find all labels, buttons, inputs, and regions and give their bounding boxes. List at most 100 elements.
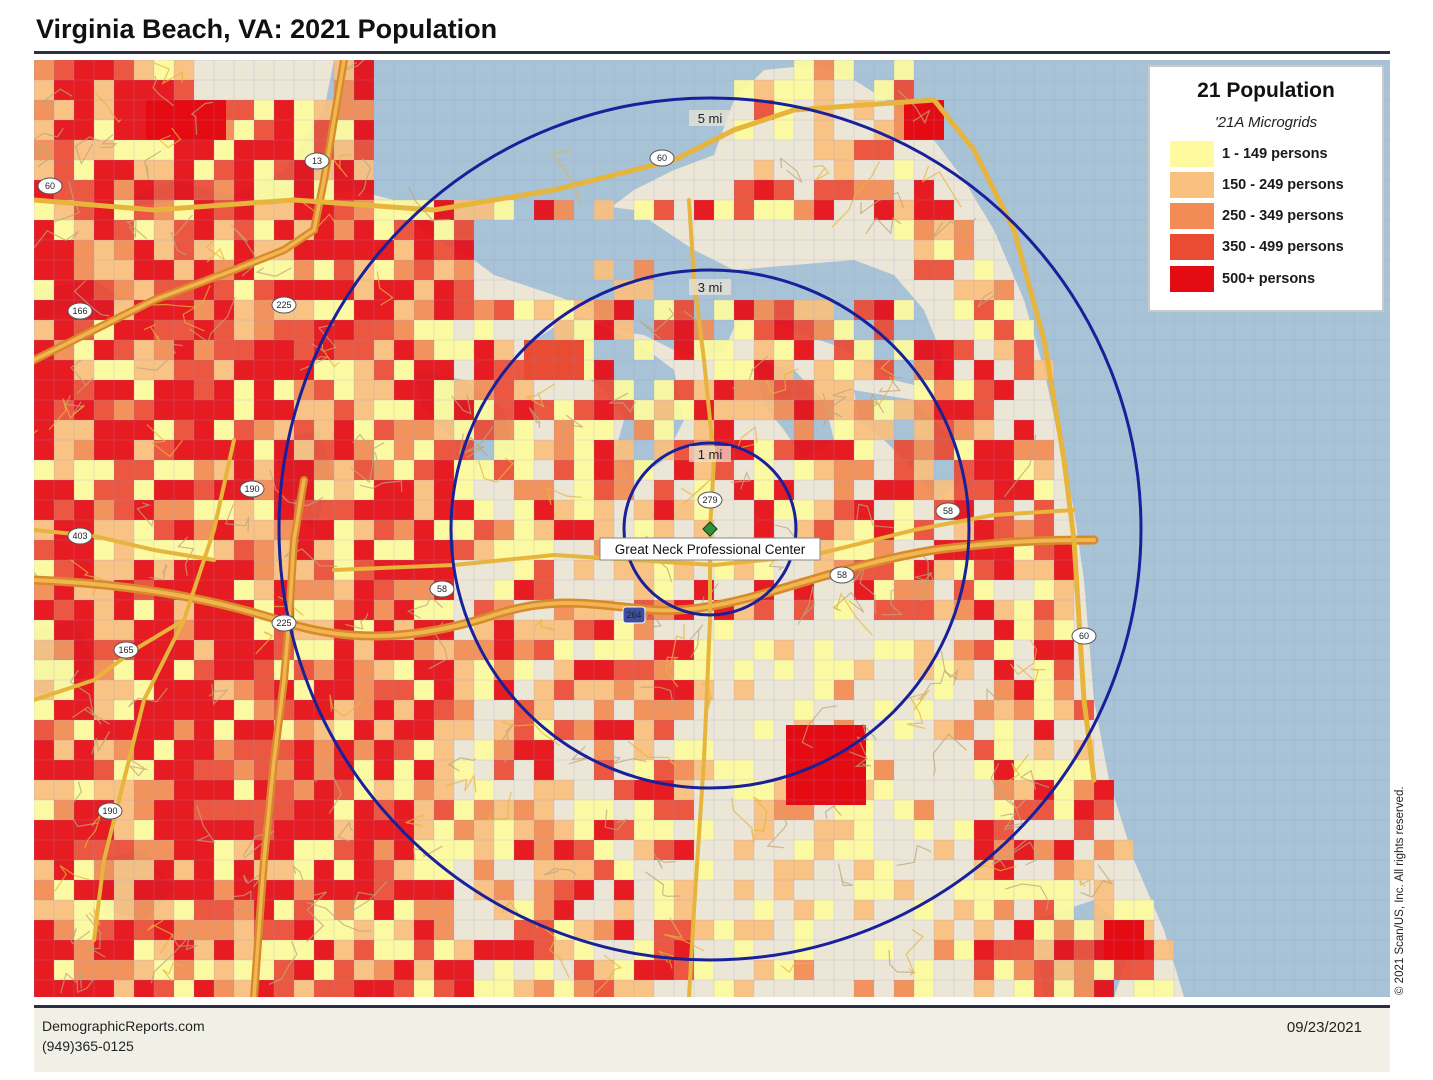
local-road [169,214,193,256]
microgrid-cell [674,760,694,780]
microgrid-cell [154,480,174,500]
microgrid-cell [34,960,54,980]
center-label-text: Great Neck Professional Center [615,542,806,557]
microgrid-cell [74,400,94,420]
microgrid-cell [434,960,454,980]
microgrid-cell [94,280,114,300]
microgrid-cell [74,800,94,820]
microgrid-cell [594,720,614,740]
microgrid-cell [414,260,434,280]
microgrid-cell [1034,720,1054,740]
microgrid-cell [374,260,394,280]
microgrid-cell [374,600,394,620]
local-road [639,307,675,339]
microgrid-cell [274,380,294,400]
microgrid-cell [354,400,374,420]
microgrid-cell [734,780,754,800]
microgrid-cell [254,680,274,700]
microgrid-cell [274,440,294,460]
microgrid-cell [474,300,494,320]
microgrid-cell [634,840,654,860]
microgrid-cell [314,680,334,700]
microgrid-cell [114,700,134,720]
microgrid-cell [514,460,534,480]
microgrid-cell [234,500,254,520]
microgrid-cell [94,540,114,560]
local-road [910,554,929,601]
microgrid-cell [194,480,214,500]
microgrid-cell [594,700,614,720]
local-road [1079,878,1091,896]
microgrid-cell [1054,940,1074,960]
microgrid-cell [594,360,614,380]
route-shield-icon: 13 [304,152,330,170]
microgrid-cell [794,700,814,720]
microgrid-cell [54,940,74,960]
microgrid-cell [674,340,694,360]
microgrid-cell [574,720,594,740]
microgrid-cell [634,960,654,980]
microgrid-cell [114,380,134,400]
microgrid-cell [1054,900,1074,920]
microgrid-cell [534,580,554,600]
local-road [921,165,962,208]
microgrid-cell [194,220,214,240]
local-road [500,724,514,763]
local-road [314,761,343,814]
microgrid-cell [934,440,954,460]
local-road [865,217,902,235]
microgrid-cell [1034,680,1054,700]
microgrid-cell [434,640,454,660]
microgrid-cell [214,920,234,940]
microgrid-cell [894,580,914,600]
local-road [730,798,755,844]
microgrid-cell [714,300,734,320]
microgrid-cell [454,960,474,980]
legend-label: 500+ persons [1222,271,1316,287]
microgrid-cell [354,440,374,460]
microgrid-cell [934,200,954,220]
microgrid-cell [494,340,514,360]
microgrid-cell [734,920,754,940]
microgrid-cell [394,680,414,700]
microgrid-cell [834,180,854,200]
microgrid-cell [514,480,534,500]
microgrid-cell [854,660,874,680]
microgrid-cell [894,400,914,420]
microgrid-cell [554,520,574,540]
microgrid-cell [814,460,834,480]
microgrid-cell [734,880,754,900]
microgrid-cell [594,380,614,400]
microgrid-cell [114,680,134,700]
microgrid-cell [474,360,494,380]
microgrid-cell [114,940,134,960]
microgrid-cell [954,340,974,360]
microgrid-cell [374,380,394,400]
microgrid-cell [334,120,354,140]
microgrid-cell [174,660,194,680]
microgrid-cell [54,380,74,400]
map-title: Virginia Beach, VA: 2021 Population [36,14,498,44]
microgrid-cell [634,720,654,740]
microgrid-cell [174,360,194,380]
microgrid-cell [934,420,954,440]
local-road [779,156,803,183]
microgrid-cell [314,940,334,960]
microgrid-cell [1054,880,1074,900]
microgrid-cell [134,160,154,180]
ring-label-1mi: 1 mi [689,446,731,462]
microgrid-cell [794,960,814,980]
microgrid-cell [374,700,394,720]
microgrid-cell [194,380,214,400]
microgrid-cell [274,760,294,780]
microgrid-cell [574,460,594,480]
legend-swatch [1170,141,1214,167]
local-road [752,796,768,832]
center-marker-icon[interactable] [702,521,718,537]
local-road [822,392,843,418]
microgrid-cell [574,880,594,900]
microgrid-cell [514,520,534,540]
route-190 [92,438,236,942]
microgrid-cell [234,520,254,540]
microgrid-cell [234,840,254,860]
